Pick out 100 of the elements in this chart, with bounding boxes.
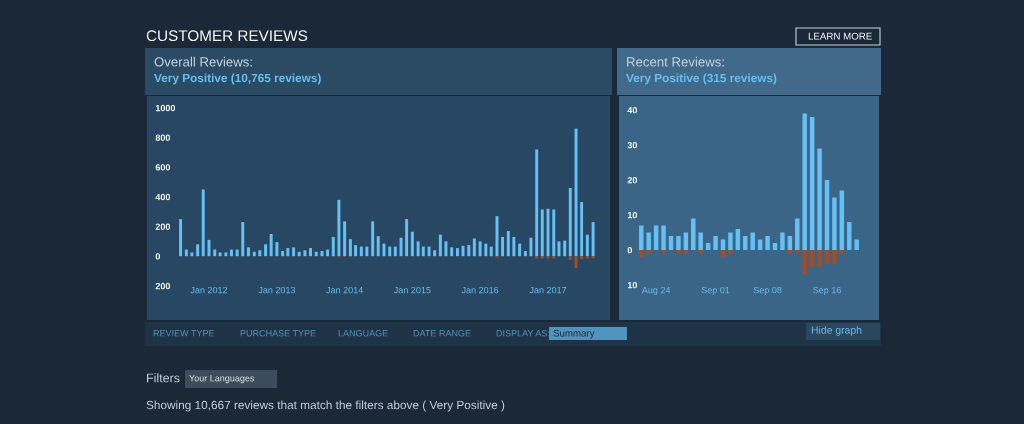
x-tick-label: Jan 2014 [326, 286, 363, 294]
bar [580, 202, 584, 257]
bar [552, 209, 556, 257]
y-tick-label: 0 [155, 253, 160, 260]
bar [535, 149, 539, 257]
y-tick-label: 40 [627, 106, 637, 114]
bar [787, 250, 793, 254]
bar [314, 251, 318, 257]
y-tick-label: 0 [627, 246, 632, 254]
bar [275, 242, 279, 257]
bar [433, 250, 437, 257]
bar [668, 236, 674, 250]
bar [795, 250, 800, 254]
bar [787, 236, 793, 250]
bar [484, 243, 488, 257]
bar [546, 208, 550, 257]
bar [444, 241, 448, 257]
x-tick-label: Aug 24 [641, 286, 671, 296]
bar [646, 250, 651, 254]
text: DATE RANGE [413, 330, 471, 337]
bar [750, 232, 755, 250]
bar [252, 251, 256, 257]
text: Your Languages [189, 375, 255, 384]
x-tick-label: Jan 2012 [190, 286, 228, 294]
bar [639, 225, 644, 250]
bar [416, 241, 420, 257]
bar [371, 221, 375, 257]
x-tick-label: Sep 01 [701, 286, 730, 296]
x-tick-label: Jan 2016 [461, 286, 499, 294]
bar [832, 197, 837, 250]
bar [281, 251, 285, 257]
x-tick-label: Sep 08 [753, 286, 782, 296]
bar [743, 236, 748, 250]
y-tick-label: 400 [155, 193, 171, 201]
bar [501, 236, 505, 257]
bar [438, 234, 442, 257]
bar [297, 251, 301, 257]
chart-title: Overall Reviews: [154, 56, 252, 67]
text: LEARN MORE [808, 32, 872, 40]
bar [809, 117, 815, 250]
bar [809, 250, 815, 268]
y-tick-label: 30 [627, 141, 637, 149]
bar [705, 243, 711, 250]
bar [365, 246, 369, 257]
bar [337, 199, 341, 257]
bar [568, 187, 572, 257]
x-tick-label: Jan 2017 [529, 286, 567, 294]
bar [795, 218, 800, 250]
x-tick-label: Jan 2015 [393, 286, 431, 294]
bar [405, 219, 409, 257]
bar [506, 230, 510, 257]
x-tick-label: Jan 2013 [258, 286, 296, 294]
bar [847, 222, 852, 250]
bar [201, 189, 205, 257]
bar [213, 249, 217, 257]
bar [393, 246, 397, 257]
bar [661, 250, 666, 254]
y-tick-label: 200 [155, 282, 171, 290]
bar [568, 256, 572, 260]
bar [478, 241, 482, 257]
bar [646, 232, 651, 250]
bar [421, 246, 425, 257]
bar [728, 250, 733, 254]
bar [580, 256, 584, 260]
bar [676, 250, 681, 254]
text: PURCHASE TYPE [240, 330, 316, 337]
bar [518, 243, 522, 257]
bar [574, 256, 578, 269]
text: CUSTOMER REVIEWS [146, 30, 308, 42]
bar [563, 240, 567, 257]
bar [455, 248, 459, 257]
bar [326, 249, 330, 257]
bar [529, 237, 533, 257]
chart-title: Recent Reviews: [627, 56, 724, 67]
bar [196, 244, 200, 257]
y-tick-label: 200 [155, 223, 171, 230]
bar [557, 241, 561, 257]
bar [802, 250, 807, 275]
bar [540, 209, 544, 257]
bar [854, 239, 859, 250]
y-tick-label: 10 [627, 281, 637, 289]
bar [832, 250, 837, 264]
bar [309, 248, 312, 257]
bar [720, 250, 726, 257]
bar [303, 250, 307, 257]
bar [467, 245, 471, 257]
bar [461, 245, 465, 257]
bar [258, 250, 262, 257]
bar [241, 222, 245, 257]
bar [399, 237, 403, 257]
bar [780, 232, 785, 250]
bar [585, 234, 589, 257]
bar [698, 232, 703, 250]
bar [207, 239, 211, 257]
bar [229, 249, 233, 257]
bar [427, 246, 431, 257]
bar [331, 236, 335, 257]
bar [639, 250, 644, 257]
bar [388, 246, 392, 257]
text: LANGUAGE [338, 330, 388, 337]
